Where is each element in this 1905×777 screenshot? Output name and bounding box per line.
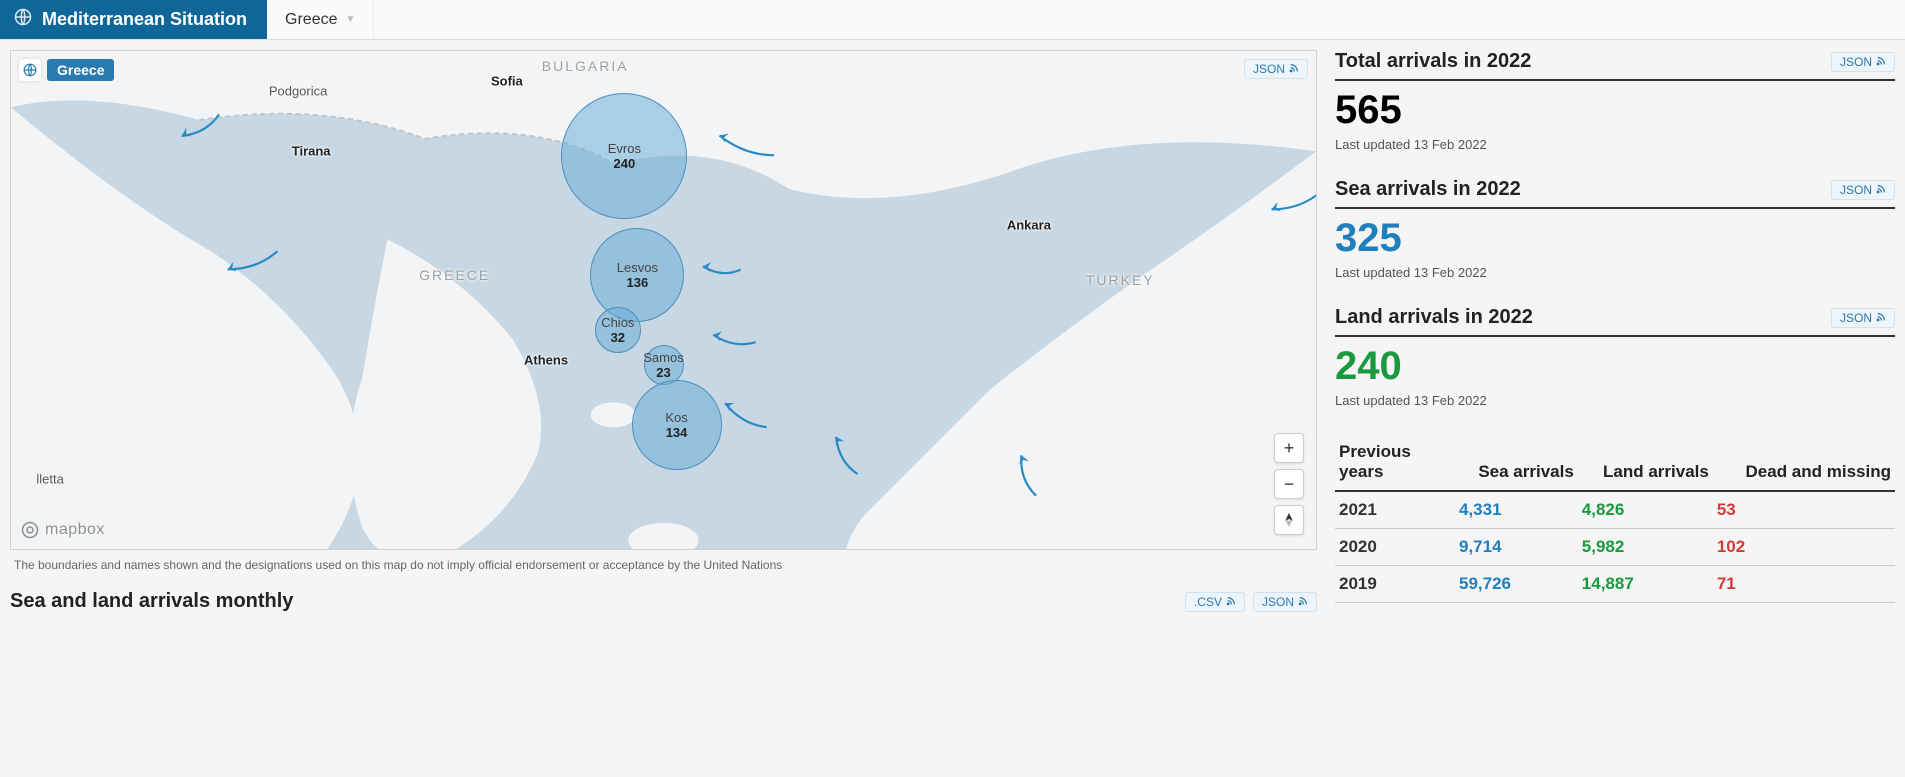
map-zoom-controls: + − [1274,433,1304,535]
monthly-title: Sea and land arrivals monthly [10,590,293,613]
map-bubble[interactable]: Chios32 [595,307,641,353]
rss-icon [1226,595,1236,609]
map-bubble[interactable]: Kos134 [632,380,722,470]
globe-icon [14,8,32,31]
stat-updated: Last updated 13 Feb 2022 [1335,265,1895,280]
map-label: Ankara [1007,218,1051,233]
th-sea: Sea arrivals [1455,434,1578,491]
mapbox-logo[interactable]: mapbox [21,521,105,539]
stat-updated: Last updated 13 Feb 2022 [1335,137,1895,152]
reset-north-button[interactable] [1274,505,1304,535]
right-column: Total arrivals in 2022 JSON 565 Last update… [1335,50,1895,613]
country-label: Greece [285,11,337,29]
brand-title: Mediterranean Situation [42,9,247,30]
rss-icon [1876,55,1886,69]
map-label: Athens [524,352,568,367]
stat-title: Sea arrivals in 2022 [1335,178,1521,201]
stat-value: 240 [1335,345,1895,387]
cell-land: 14,887 [1578,566,1713,603]
globe-icon[interactable] [19,59,41,81]
monthly-section-header: Sea and land arrivals monthly .CSV JSON [10,590,1317,613]
zoom-in-button[interactable]: + [1274,433,1304,463]
map-label: Podgorica [269,83,328,98]
bubble-value: 23 [656,365,670,380]
map-label: Tirana [292,143,331,158]
stat-block: Sea arrivals in 2022 JSON 325 Last updated … [1335,178,1895,280]
cell-land: 4,826 [1578,491,1713,529]
stat-title: Total arrivals in 2022 [1335,50,1531,73]
th-years: Previous years [1335,434,1455,491]
table-row: 201959,72614,88771 [1335,566,1895,603]
stat-block: Land arrivals in 2022 JSON 240 Last updated… [1335,306,1895,408]
cell-year: 2021 [1335,491,1455,529]
cell-year: 2019 [1335,566,1455,603]
map-label: TURKEY [1086,272,1155,288]
bubble-value: 136 [627,275,649,290]
stat-title: Land arrivals in 2022 [1335,306,1533,329]
json-label: JSON [1262,595,1294,609]
map-json-button[interactable]: JSON [1244,59,1308,79]
cell-sea: 9,714 [1455,529,1578,566]
stat-block: Total arrivals in 2022 JSON 565 Last update… [1335,50,1895,152]
stat-json-button[interactable]: JSON [1831,52,1895,72]
stat-json-button[interactable]: JSON [1831,308,1895,328]
cell-land: 5,982 [1578,529,1713,566]
bubble-name: Kos [665,410,687,425]
map-region-badge: Greece [19,59,114,81]
cell-dead: 71 [1713,566,1895,603]
stat-updated: Last updated 13 Feb 2022 [1335,393,1895,408]
map-region-pill[interactable]: Greece [47,59,114,81]
rss-icon [1876,311,1886,325]
stat-value: 325 [1335,217,1895,259]
monthly-json-button[interactable]: JSON [1253,592,1317,612]
bubble-value: 134 [666,425,688,440]
bubble-name: Lesvos [617,260,658,275]
stat-json-button[interactable]: JSON [1831,180,1895,200]
bubble-value: 240 [613,156,635,171]
cell-sea: 4,331 [1455,491,1578,529]
chevron-down-icon: ▼ [346,14,356,25]
topbar: Mediterranean Situation Greece ▼ [0,0,1905,40]
bubble-name: Samos [643,350,683,365]
rss-icon [1289,62,1299,76]
th-land: Land arrivals [1578,434,1713,491]
bubble-name: Chios [601,315,634,330]
stat-value: 565 [1335,89,1895,131]
cell-dead: 102 [1713,529,1895,566]
table-row: 20214,3314,82653 [1335,491,1895,529]
zoom-out-button[interactable]: − [1274,469,1304,499]
bubble-value: 32 [611,330,625,345]
map-label: BULGARIA [542,58,629,74]
brand[interactable]: Mediterranean Situation [0,0,267,39]
json-label: JSON [1840,183,1872,197]
csv-label: .CSV [1194,595,1222,609]
previous-years-table: Previous years Sea arrivals Land arrival… [1335,434,1895,603]
json-label: JSON [1253,62,1285,76]
main: Greece JSON Evros240Lesvos136Chios32Samo… [0,40,1905,613]
mapbox-label: mapbox [45,521,105,539]
country-selector[interactable]: Greece ▼ [267,0,374,39]
map-label: lletta [36,472,63,487]
th-dead: Dead and missing [1713,434,1895,491]
map-disclaimer: The boundaries and names shown and the d… [10,550,1317,576]
rss-icon [1876,183,1886,197]
json-label: JSON [1840,311,1872,325]
map-bubble[interactable]: Lesvos136 [590,228,684,322]
map-bubble[interactable]: Evros240 [561,93,687,219]
left-column: Greece JSON Evros240Lesvos136Chios32Samo… [10,50,1317,613]
cell-sea: 59,726 [1455,566,1578,603]
monthly-csv-button[interactable]: .CSV [1185,592,1245,612]
cell-year: 2020 [1335,529,1455,566]
json-label: JSON [1840,55,1872,69]
map-label: Sofia [491,73,523,88]
bubble-name: Evros [608,141,641,156]
map-label: GREECE [419,267,490,283]
cell-dead: 53 [1713,491,1895,529]
map-card[interactable]: Greece JSON Evros240Lesvos136Chios32Samo… [10,50,1317,550]
table-row: 20209,7145,982102 [1335,529,1895,566]
rss-icon [1298,595,1308,609]
